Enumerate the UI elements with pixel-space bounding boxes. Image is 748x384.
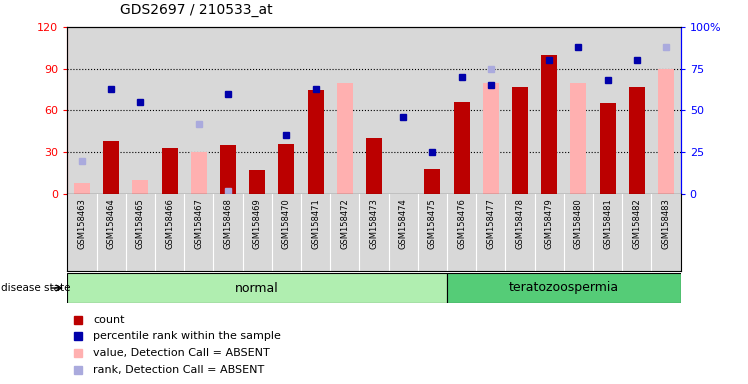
Text: GSM158470: GSM158470 (282, 198, 291, 248)
Bar (447, 273, 681, 303)
Bar (272, 27, 301, 194)
Text: GSM158479: GSM158479 (545, 198, 554, 248)
Bar (132, 180, 148, 194)
Bar (278, 144, 295, 194)
Bar (249, 170, 266, 194)
Text: rank, Detection Call = ABSENT: rank, Detection Call = ABSENT (93, 365, 264, 375)
Text: teratozoospermia: teratozoospermia (509, 281, 619, 295)
Bar (652, 27, 681, 194)
Bar (629, 87, 645, 194)
Bar (389, 27, 418, 194)
Bar (307, 89, 324, 194)
Bar (191, 152, 206, 194)
Bar (249, 187, 266, 194)
Bar (301, 27, 330, 194)
Bar (126, 27, 155, 194)
Text: GDS2697 / 210533_at: GDS2697 / 210533_at (120, 3, 272, 17)
Bar (337, 83, 353, 194)
Text: GSM158468: GSM158468 (224, 198, 233, 248)
Bar (447, 27, 476, 194)
Bar (242, 27, 272, 194)
Bar (600, 103, 616, 194)
Text: GSM158466: GSM158466 (165, 198, 174, 248)
Bar (213, 27, 242, 194)
Bar (476, 27, 506, 194)
Text: GSM158478: GSM158478 (515, 198, 524, 248)
Text: GSM158480: GSM158480 (574, 198, 583, 248)
Text: value, Detection Call = ABSENT: value, Detection Call = ABSENT (93, 348, 270, 358)
Bar (424, 169, 441, 194)
Bar (482, 83, 499, 194)
Text: GSM158473: GSM158473 (370, 198, 378, 248)
Bar (453, 102, 470, 194)
Text: GSM158472: GSM158472 (340, 198, 349, 248)
Bar (418, 27, 447, 194)
Bar (162, 148, 177, 194)
Bar (506, 27, 535, 194)
Bar (67, 273, 447, 303)
Bar (535, 27, 564, 194)
Text: GSM158482: GSM158482 (632, 198, 641, 248)
Text: GSM158476: GSM158476 (457, 198, 466, 248)
Text: GSM158467: GSM158467 (194, 198, 203, 248)
Bar (67, 27, 96, 194)
Bar (571, 83, 586, 194)
Text: GSM158471: GSM158471 (311, 198, 320, 248)
Bar (74, 183, 90, 194)
Text: GSM158463: GSM158463 (78, 198, 87, 248)
Text: GSM158481: GSM158481 (603, 198, 612, 248)
Bar (512, 87, 528, 194)
Bar (359, 27, 389, 194)
Text: GSM158464: GSM158464 (107, 198, 116, 248)
Text: normal: normal (236, 281, 279, 295)
Text: disease state: disease state (1, 283, 70, 293)
Text: GSM158483: GSM158483 (661, 198, 670, 248)
Text: GSM158474: GSM158474 (399, 198, 408, 248)
Text: count: count (93, 315, 125, 325)
Bar (622, 27, 652, 194)
Text: GSM158475: GSM158475 (428, 198, 437, 248)
Text: GSM158477: GSM158477 (486, 198, 495, 248)
Bar (658, 69, 674, 194)
Bar (330, 27, 359, 194)
Bar (220, 145, 236, 194)
Bar (366, 138, 382, 194)
Bar (184, 27, 213, 194)
Bar (542, 55, 557, 194)
Bar (593, 27, 622, 194)
Bar (96, 27, 126, 194)
Bar (103, 141, 119, 194)
Bar (564, 27, 593, 194)
Text: GSM158469: GSM158469 (253, 198, 262, 248)
Text: GSM158465: GSM158465 (136, 198, 145, 248)
Bar (155, 27, 184, 194)
Text: percentile rank within the sample: percentile rank within the sample (93, 331, 281, 341)
